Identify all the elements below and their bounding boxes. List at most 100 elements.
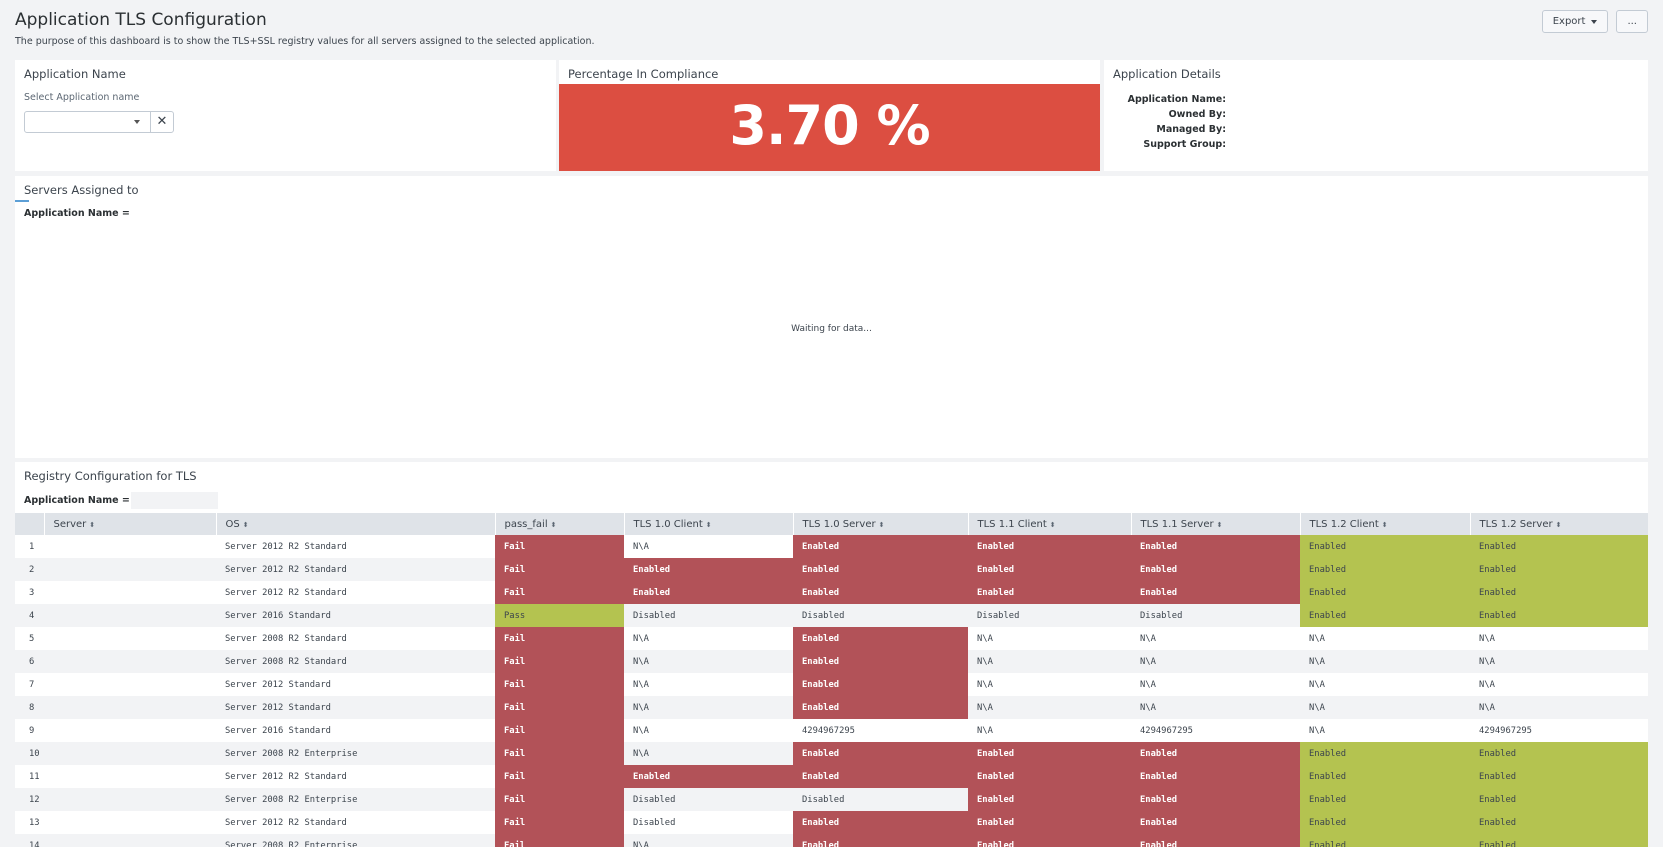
table-row[interactable]: 14 Server 2008 R2 Enterprise Fail N\A Enable… <box>15 834 1648 847</box>
tls11-server-cell: 4294967295 <box>1140 725 1193 736</box>
table-row[interactable]: 13 Server 2012 R2 Standard Fail Disabled Ena… <box>15 811 1648 834</box>
column-header-pass-fail[interactable]: pass_fail ⬍ <box>495 513 625 535</box>
registry-table: Server ⬍ OS ⬍ pass_fail ⬍ TLS 1.0 Client ⬍ T… <box>15 513 1648 847</box>
server-cell <box>44 788 216 811</box>
row-number: 4 <box>15 604 44 627</box>
tls11-client-cell: N\A <box>977 725 993 736</box>
tls12-server-cell: Enabled <box>1470 558 1648 581</box>
table-row[interactable]: 5 Server 2008 R2 Standard Fail N\A Enabled N\… <box>15 627 1648 650</box>
dashboard-description: The purpose of this dashboard is to show… <box>15 36 595 47</box>
tls10-server-cell: Enabled <box>793 696 968 719</box>
tls12-server-cell: Enabled <box>1470 765 1648 788</box>
tls11-server-cell: Enabled <box>1131 535 1300 558</box>
tls12-server-cell: Enabled <box>1470 834 1648 847</box>
more-actions-button[interactable]: ... <box>1616 10 1648 33</box>
compliance-panel: Percentage In Compliance 3.70 % <box>559 60 1100 171</box>
tls12-client-cell: N\A <box>1309 725 1325 736</box>
tls11-server-cell: Enabled <box>1131 765 1300 788</box>
table-row[interactable]: 9 Server 2016 Standard Fail N\A 4294967295 N\… <box>15 719 1648 742</box>
panel-title: Servers Assigned to <box>24 183 139 197</box>
table-row[interactable]: 6 Server 2008 R2 Standard Fail N\A Enabled N\… <box>15 650 1648 673</box>
column-header-tls11-server[interactable]: TLS 1.1 Server ⬍ <box>1131 513 1301 535</box>
pass-fail-cell: Fail <box>495 788 624 811</box>
chevron-down-icon <box>1591 19 1598 24</box>
application-name-label: Application Name: <box>1127 94 1226 105</box>
row-number: 13 <box>29 817 40 828</box>
pass-fail-cell: Fail <box>495 673 624 696</box>
row-number: 2 <box>15 558 44 581</box>
table-row[interactable]: 11 Server 2012 R2 Standard Fail Enabled Enab… <box>15 765 1648 788</box>
tls10-client-cell: Enabled <box>624 581 793 604</box>
column-header-server[interactable]: Server ⬍ <box>44 513 217 535</box>
tls12-server-cell: N\A <box>1479 633 1495 644</box>
tls12-client-cell: N\A <box>1300 650 1470 673</box>
row-number: 14 <box>15 834 44 847</box>
row-number: 5 <box>29 633 35 644</box>
tls11-server-cell: Enabled <box>1131 742 1300 765</box>
row-number: 12 <box>15 788 44 811</box>
column-header-tls11-client[interactable]: TLS 1.1 Client ⬍ <box>968 513 1132 535</box>
tls10-client-cell: Disabled <box>624 604 793 627</box>
tls11-client-cell: N\A <box>968 696 1131 719</box>
application-select[interactable] <box>24 111 151 133</box>
sort-icon: ⬍ <box>1555 520 1562 529</box>
tls10-server-cell: Enabled <box>793 558 968 581</box>
tls10-client-cell: N\A <box>624 696 793 719</box>
tls11-server-cell: Disabled <box>1131 604 1300 627</box>
tls12-server-cell: Enabled <box>1470 581 1648 604</box>
tls11-client-cell: Enabled <box>968 581 1131 604</box>
table-row[interactable]: 12 Server 2008 R2 Enterprise Fail Disabled D… <box>15 788 1648 811</box>
column-header-tls12-server[interactable]: TLS 1.2 Server ⬍ <box>1470 513 1648 535</box>
waiting-message: Waiting for data... <box>791 324 872 334</box>
tls10-client-cell: N\A <box>624 834 793 847</box>
table-row[interactable]: 1 Server 2012 R2 Standard Fail N\A Enabled En… <box>15 535 1648 558</box>
column-header-tls12-client[interactable]: TLS 1.2 Client ⬍ <box>1300 513 1471 535</box>
tls12-client-cell: Enabled <box>1300 604 1470 627</box>
sort-icon: ⬍ <box>550 520 557 529</box>
pass-fail-cell: Fail <box>495 581 624 604</box>
dashboard-header: Application TLS Configuration The purpos… <box>15 10 1648 52</box>
pass-fail-cell: Fail <box>495 535 624 558</box>
tls10-client-cell: N\A <box>624 650 793 673</box>
os-cell: Server 2012 R2 Standard <box>225 771 347 782</box>
support-group-label: Support Group: <box>1143 139 1226 150</box>
panel-title: Application Name <box>24 67 126 81</box>
table-row[interactable]: 2 Server 2012 R2 Standard Fail Enabled Enabl… <box>15 558 1648 581</box>
row-number: 8 <box>15 696 44 719</box>
table-row[interactable]: 4 Server 2016 Standard Pass Disabled Disable… <box>15 604 1648 627</box>
tls12-client-cell: N\A <box>1309 679 1325 690</box>
sort-icon: ⬍ <box>705 520 712 529</box>
header-actions: Export ... <box>1541 10 1648 33</box>
column-header-os[interactable]: OS ⬍ <box>216 513 496 535</box>
column-header-rownum <box>15 513 45 535</box>
sort-icon: ⬍ <box>1216 520 1223 529</box>
pass-fail-cell: Fail <box>495 627 624 650</box>
os-cell: Server 2012 R2 Standard <box>216 558 495 581</box>
tls10-client-cell: N\A <box>633 725 649 736</box>
column-header-tls10-client[interactable]: TLS 1.0 Client ⬍ <box>624 513 794 535</box>
table-row[interactable]: 10 Server 2008 R2 Enterprise Fail N\A Enable… <box>15 742 1648 765</box>
tls12-client-cell: Enabled <box>1300 742 1470 765</box>
table-row[interactable]: 7 Server 2012 Standard Fail N\A Enabled N\A N\… <box>15 673 1648 696</box>
tls11-client-cell: Enabled <box>968 558 1131 581</box>
os-cell: Server 2008 R2 Standard <box>216 650 495 673</box>
compliance-value: 3.70 % <box>559 84 1100 171</box>
tls11-server-cell: Enabled <box>1131 581 1300 604</box>
table-row[interactable]: 8 Server 2012 Standard Fail N\A Enabled N\A N\… <box>15 696 1648 719</box>
more-label: ... <box>1627 16 1637 27</box>
sort-icon: ⬍ <box>1381 520 1388 529</box>
tls10-server-cell: 4294967295 <box>802 725 855 736</box>
column-header-tls10-server[interactable]: TLS 1.0 Server ⬍ <box>793 513 969 535</box>
sort-icon: ⬍ <box>242 520 249 529</box>
pass-fail-cell: Fail <box>495 696 624 719</box>
server-cell <box>44 627 216 650</box>
export-button[interactable]: Export <box>1541 10 1609 33</box>
tls11-client-cell: Disabled <box>968 604 1131 627</box>
table-row[interactable]: 3 Server 2012 R2 Standard Fail Enabled Enabl… <box>15 581 1648 604</box>
filter-value <box>131 492 218 509</box>
tls10-client-cell: N\A <box>633 679 649 690</box>
registry-table-body: 1 Server 2012 R2 Standard Fail N\A Enabled En… <box>15 535 1648 847</box>
tls12-server-cell: N\A <box>1470 650 1648 673</box>
tls10-client-cell: N\A <box>633 633 649 644</box>
clear-selection-button[interactable]: ✕ <box>150 111 174 133</box>
